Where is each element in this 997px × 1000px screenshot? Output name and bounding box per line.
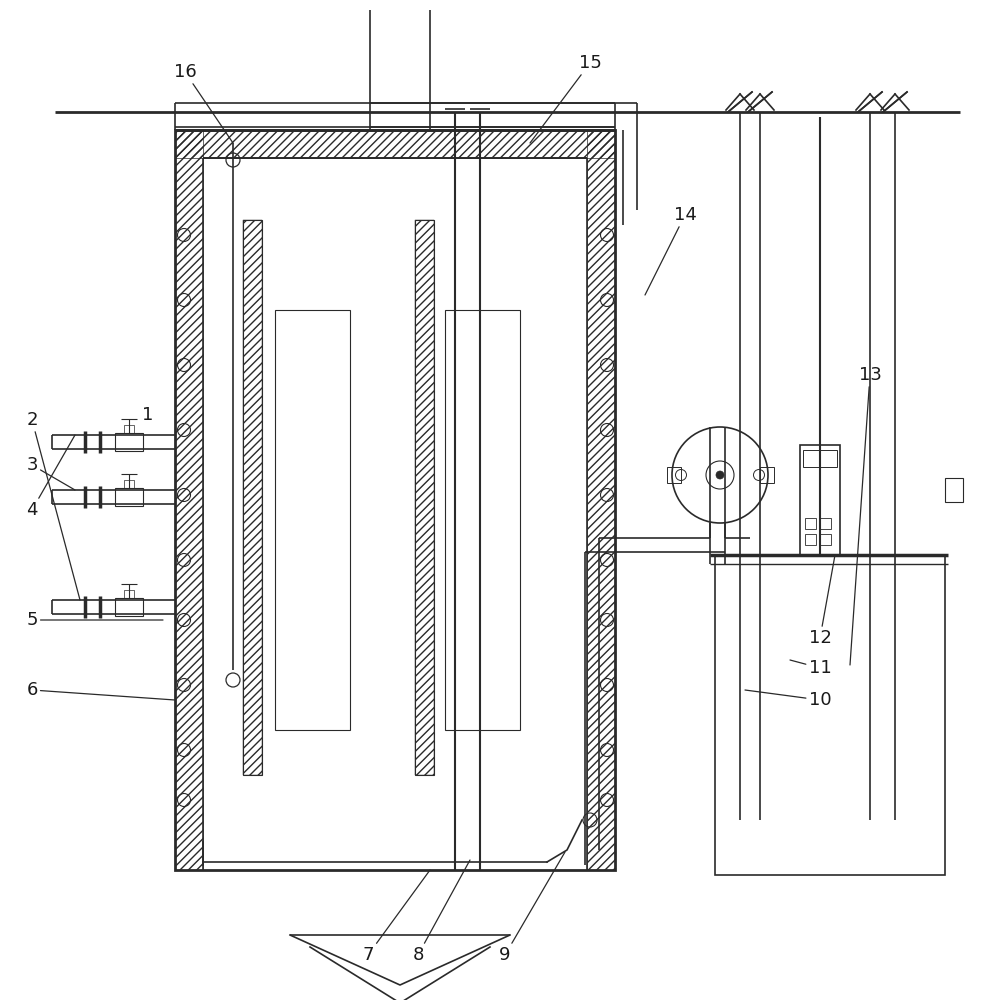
Bar xyxy=(667,467,681,483)
Bar xyxy=(715,555,945,875)
Bar xyxy=(760,467,774,483)
Text: 7: 7 xyxy=(362,870,430,964)
Text: 1: 1 xyxy=(143,406,154,424)
Bar xyxy=(800,445,840,555)
Text: 8: 8 xyxy=(413,860,470,964)
Bar xyxy=(243,220,262,775)
Bar xyxy=(243,220,262,775)
Bar xyxy=(587,130,615,870)
Text: 16: 16 xyxy=(173,63,233,143)
Text: 12: 12 xyxy=(809,555,835,647)
Bar xyxy=(115,488,143,506)
Bar xyxy=(415,220,434,775)
Text: 10: 10 xyxy=(745,690,831,709)
Circle shape xyxy=(716,471,724,479)
Text: 15: 15 xyxy=(530,54,601,143)
Bar xyxy=(175,130,203,870)
Text: 11: 11 xyxy=(790,659,831,677)
Text: 6: 6 xyxy=(26,681,175,700)
Text: 2: 2 xyxy=(26,411,80,600)
Bar xyxy=(275,310,350,730)
Text: 13: 13 xyxy=(850,366,881,665)
Bar xyxy=(805,534,816,545)
Bar xyxy=(805,518,816,529)
Bar xyxy=(124,425,134,433)
Bar xyxy=(820,518,831,529)
Text: 14: 14 xyxy=(645,206,697,295)
Bar xyxy=(124,480,134,488)
Bar xyxy=(115,433,143,451)
Text: 4: 4 xyxy=(26,435,75,519)
Text: 5: 5 xyxy=(26,611,163,629)
Bar xyxy=(124,590,134,598)
Text: 3: 3 xyxy=(26,456,75,490)
Text: 9: 9 xyxy=(499,852,565,964)
Bar xyxy=(820,534,831,545)
Bar xyxy=(945,478,963,502)
Bar xyxy=(115,598,143,616)
Bar xyxy=(803,450,837,467)
Bar xyxy=(175,130,615,870)
Bar xyxy=(445,310,520,730)
Bar xyxy=(415,220,434,775)
Bar xyxy=(175,130,615,158)
